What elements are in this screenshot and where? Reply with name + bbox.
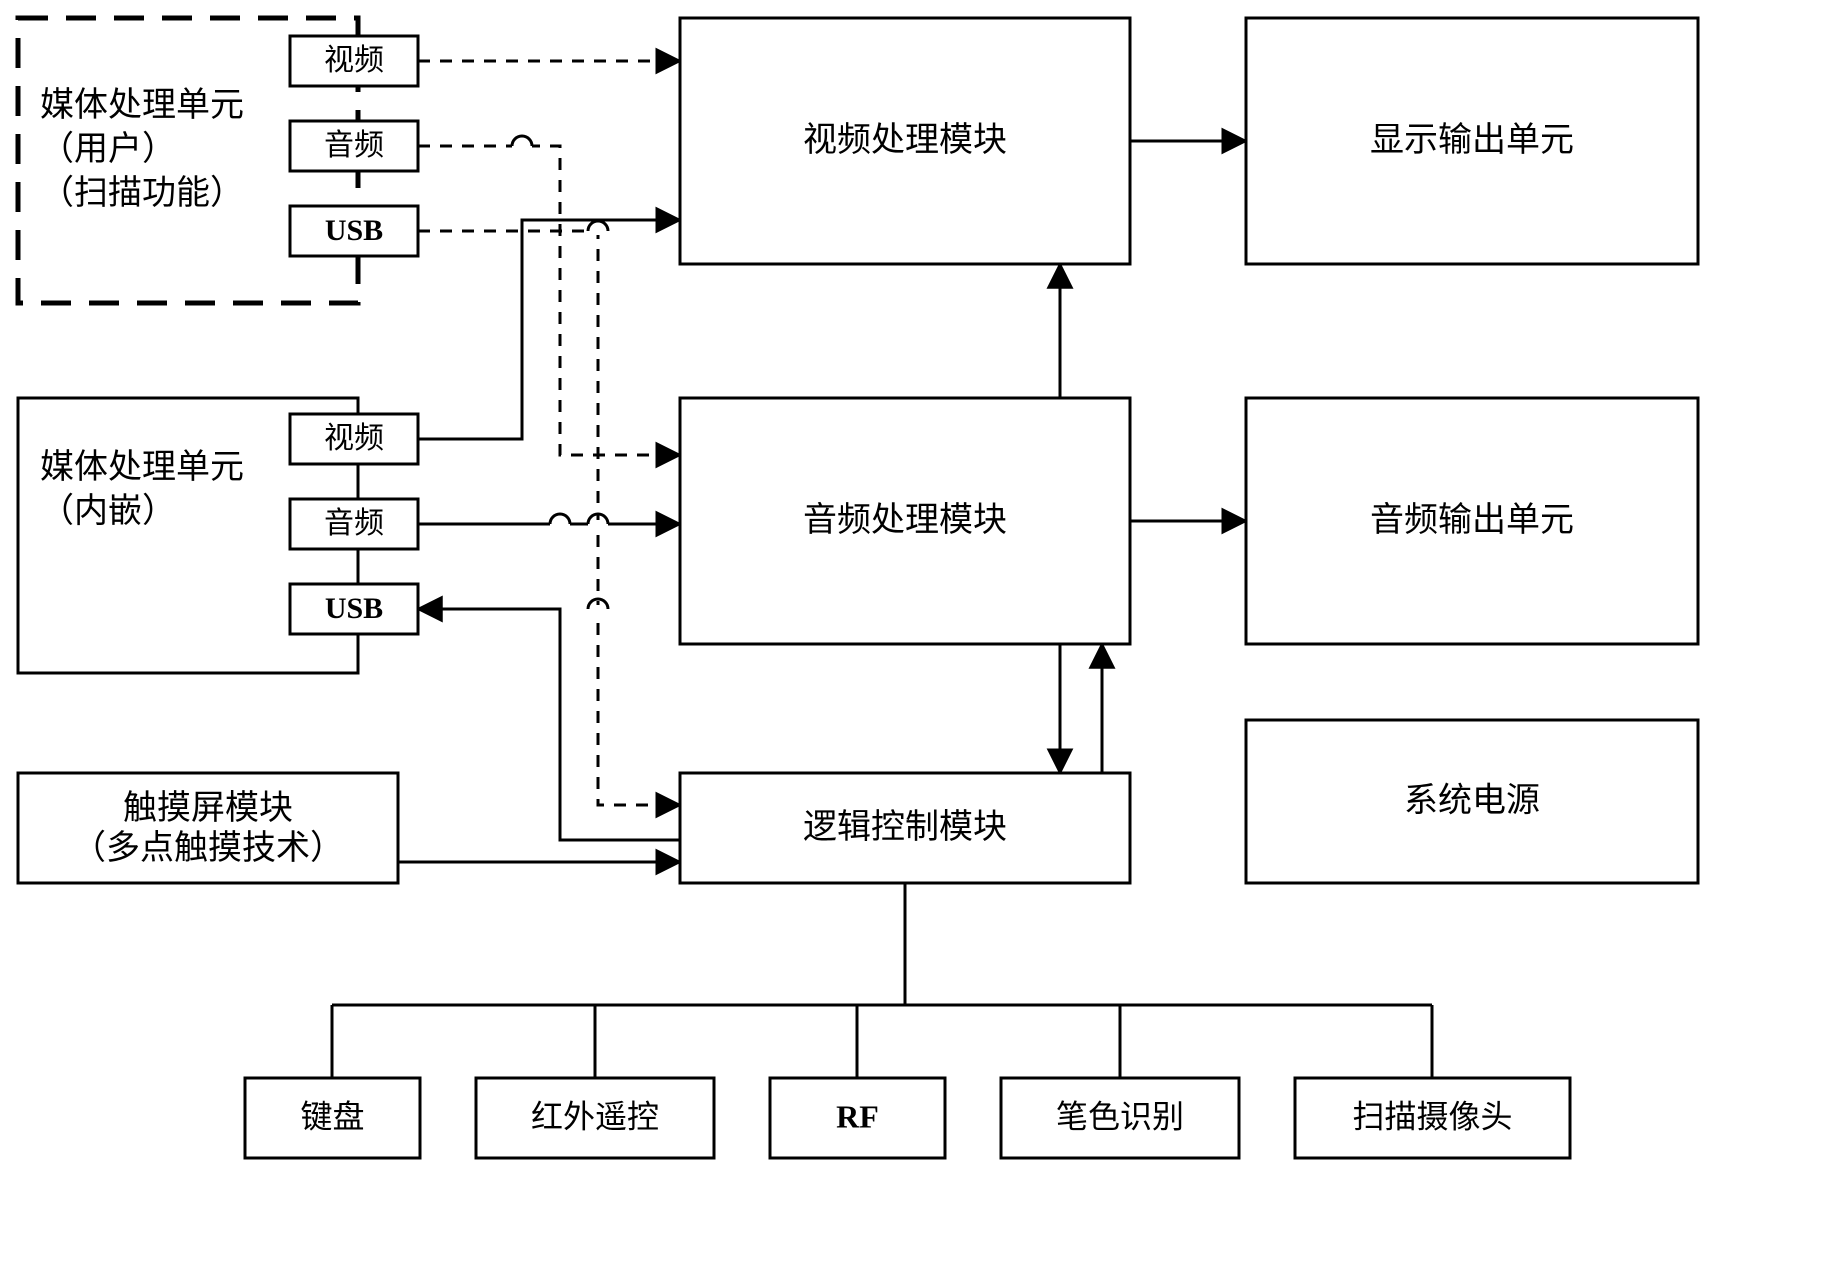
label-video-proc: 视频处理模块 <box>803 121 1007 159</box>
label-pen-color: 笔色识别 <box>1056 1098 1184 1134</box>
label-scan-camera: 扫描摄像头 <box>1352 1098 1512 1134</box>
label-display-out: 显示输出单元 <box>1370 121 1574 159</box>
label-keyboard: 键盘 <box>300 1098 364 1134</box>
block-diagram: 媒体处理单元 （用户） （扫描功能） 视频 音频 USB 媒体处理单元 （内嵌）… <box>0 0 1833 1262</box>
label-mu-audio: 音频 <box>324 129 384 162</box>
label-media-embed-2: （内嵌） <box>40 492 176 530</box>
label-me-usb: USB <box>325 592 383 625</box>
label-media-user-2: （用户） <box>40 130 176 168</box>
edge-me-video-to-vproc <box>418 220 680 439</box>
label-me-audio: 音频 <box>324 507 384 540</box>
label-audio-out: 音频输出单元 <box>1370 501 1574 539</box>
label-ir-remote: 红外遥控 <box>531 1098 659 1134</box>
label-audio-proc: 音频处理模块 <box>803 501 1007 539</box>
label-touch-1: 触摸屏模块 <box>123 789 293 827</box>
label-media-user-1: 媒体处理单元 <box>40 87 244 124</box>
label-media-embed-1: 媒体处理单元 <box>40 449 244 486</box>
label-sys-power: 系统电源 <box>1404 781 1540 819</box>
label-rf: RF <box>836 1098 879 1134</box>
label-me-video: 视频 <box>324 422 384 455</box>
label-mu-usb: USB <box>325 214 383 247</box>
label-mu-video: 视频 <box>324 44 384 77</box>
label-touch-2: （多点触摸技术） <box>72 829 344 867</box>
edge-mu-usb-to-logic <box>418 231 680 805</box>
label-media-user-3: （扫描功能） <box>40 174 244 212</box>
edge-mu-audio-to-aproc <box>418 146 680 455</box>
label-logic-ctrl: 逻辑控制模块 <box>803 808 1007 846</box>
